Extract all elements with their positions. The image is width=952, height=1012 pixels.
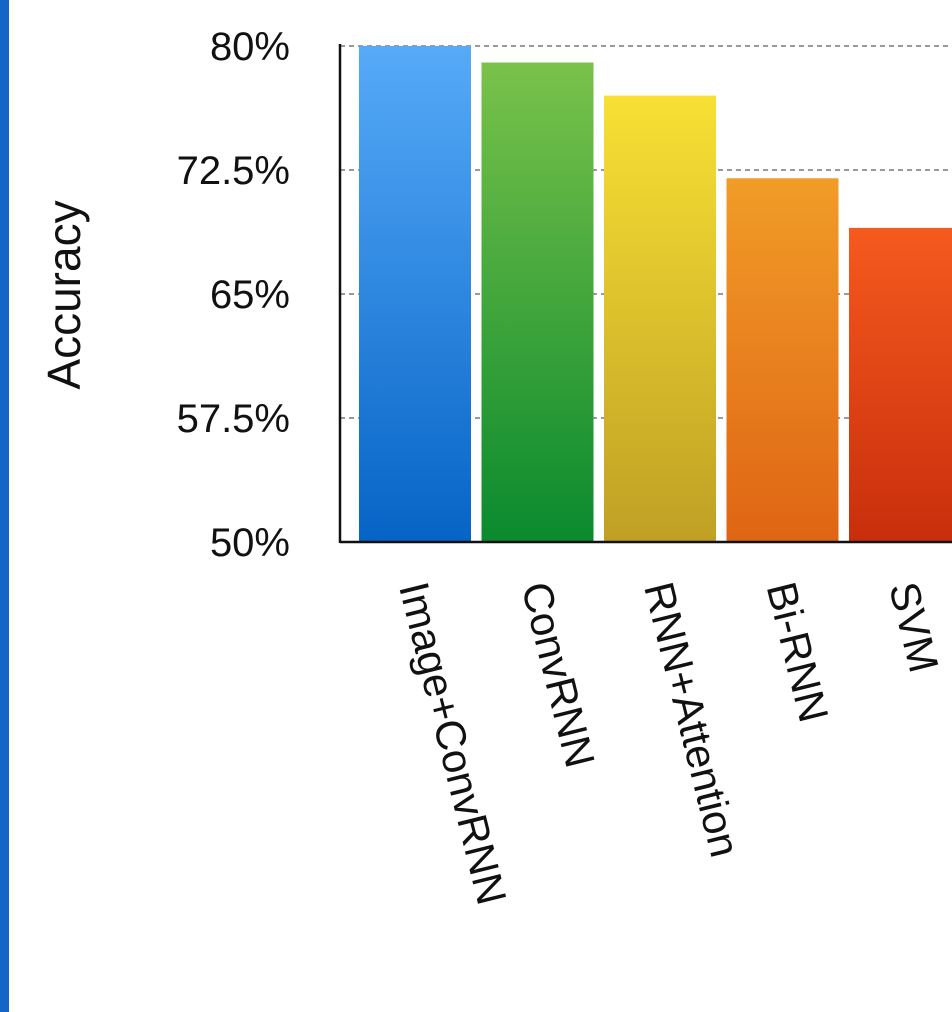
x-tick-label: RNN+Attention — [635, 577, 749, 861]
left-accent-bar — [0, 0, 9, 1012]
y-tick-label: 50% — [210, 521, 290, 565]
x-tick-label: Image+ConvRNN — [390, 577, 516, 909]
y-tick-label: 65% — [210, 273, 290, 317]
bar-bi-rnn — [726, 178, 839, 542]
bar-image-convrnn — [359, 46, 471, 542]
x-tick-label: ConvRNN — [513, 577, 604, 772]
y-tick-labels: 50% 57.5% 65% 72.5% 80% — [177, 25, 290, 565]
x-tick-label: Bi-RNN — [758, 577, 838, 726]
bar-layer — [359, 46, 952, 543]
y-tick-label: 72.5% — [177, 149, 290, 193]
axis-layer — [338, 44, 952, 544]
x-tick-label: SVM — [880, 577, 948, 677]
y-tick-label: 57.5% — [177, 397, 290, 441]
bar-rnn-attention — [604, 95, 716, 542]
bar-svm — [849, 227, 952, 542]
y-tick-label: 80% — [210, 25, 290, 69]
y-axis-title: Accuracy — [38, 200, 90, 389]
bar-convrnn — [481, 62, 594, 543]
